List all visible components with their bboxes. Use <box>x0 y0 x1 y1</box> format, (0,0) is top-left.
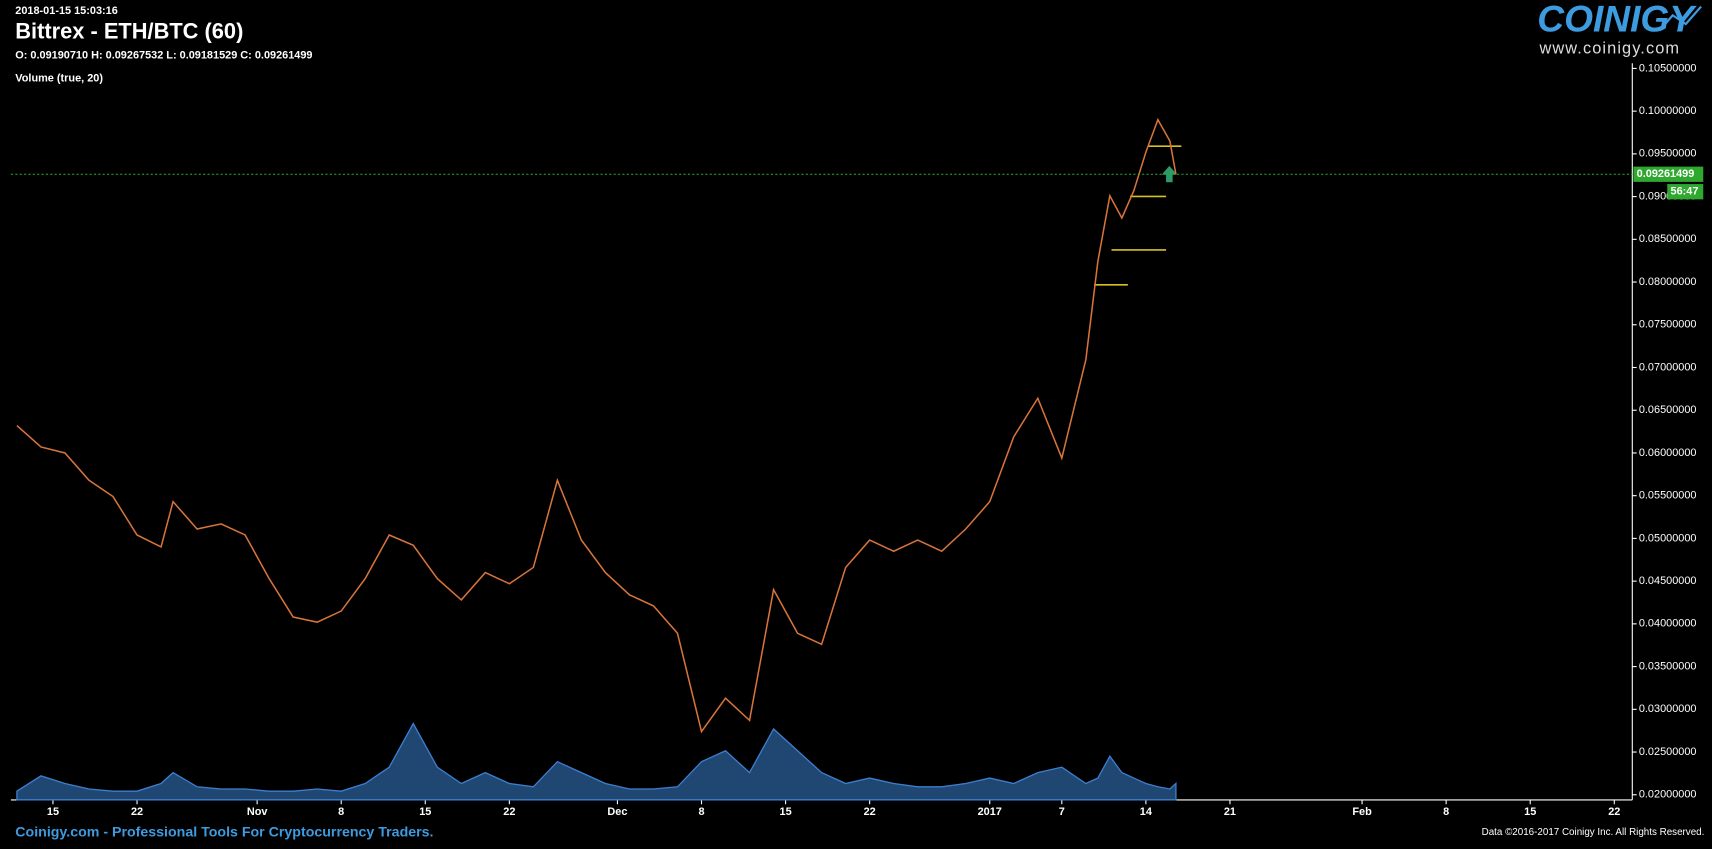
countdown: 56:47 <box>1671 186 1699 198</box>
y-tick-label: 0.03500000 <box>1639 660 1697 672</box>
x-tick-label: Dec <box>607 806 627 818</box>
logo: COINIGY <box>1537 0 1697 40</box>
chart-title: Bittrex - ETH/BTC (60) <box>15 19 243 44</box>
x-tick-label: Feb <box>1352 806 1372 818</box>
ohlc: O: 0.09190710 H: 0.09267532 L: 0.0918152… <box>15 50 312 62</box>
y-tick-label: 0.06000000 <box>1639 447 1697 459</box>
volume-area <box>16 722 1177 801</box>
x-tick-label: 22 <box>1608 806 1620 818</box>
x-tick-label: Nov <box>247 806 269 818</box>
x-tick-label: 15 <box>47 806 59 818</box>
countdown-tag <box>1667 184 1704 200</box>
y-tick-label: 0.05500000 <box>1639 490 1697 502</box>
last-price-label: 0.09261499 <box>1637 168 1695 180</box>
x-tick-label: 22 <box>131 806 143 818</box>
volume-label: Volume (true, 20) <box>15 72 103 84</box>
x-tick-label: 8 <box>698 806 704 818</box>
y-tick-label: 0.03000000 <box>1639 703 1697 715</box>
y-tick-label: 0.10000000 <box>1639 105 1697 117</box>
price-line <box>16 117 1177 734</box>
x-tick-label: 8 <box>338 806 344 818</box>
y-tick-label: 0.02000000 <box>1639 789 1697 801</box>
logo-url: www.coinigy.com <box>1538 39 1680 57</box>
y-tick-label: 0.04000000 <box>1639 618 1697 630</box>
y-tick-label: 0.02500000 <box>1639 746 1697 758</box>
x-tick-label: 14 <box>1140 806 1152 818</box>
x-tick-label: 15 <box>419 806 431 818</box>
y-tick-label: 0.05000000 <box>1639 532 1697 544</box>
level-lines <box>1094 145 1182 286</box>
y-tick-label: 0.08000000 <box>1639 276 1697 288</box>
x-tick-label: 8 <box>1443 806 1449 818</box>
y-tick-label: 0.07000000 <box>1639 361 1697 373</box>
x-tick-label: 15 <box>780 806 792 818</box>
y-tick-label: 0.09500000 <box>1639 148 1697 160</box>
x-tick-label: 21 <box>1224 806 1236 818</box>
x-tick-label: 22 <box>503 806 515 818</box>
timestamp: 2018-01-15 15:03:16 <box>15 5 118 17</box>
x-tick-label: 15 <box>1524 806 1536 818</box>
footer-left: Coinigy.com - Professional Tools For Cry… <box>15 824 433 840</box>
y-tick-label: 0.04500000 <box>1639 575 1697 587</box>
x-tick-label: 7 <box>1059 806 1065 818</box>
x-tick-label: 22 <box>864 806 876 818</box>
y-tick-label: 0.08500000 <box>1639 233 1697 245</box>
y-tick-label: 0.06500000 <box>1639 404 1697 416</box>
logo-graph <box>1658 5 1702 32</box>
footer-right: Data ©2016-2017 Coinigy Inc. All Rights … <box>1482 827 1705 838</box>
y-tick-label: 0.10500000 <box>1639 62 1697 74</box>
y-tick-label: 0.07500000 <box>1639 319 1697 331</box>
x-tick-label: 2017 <box>978 806 1002 818</box>
last-price-tag <box>1633 166 1704 182</box>
